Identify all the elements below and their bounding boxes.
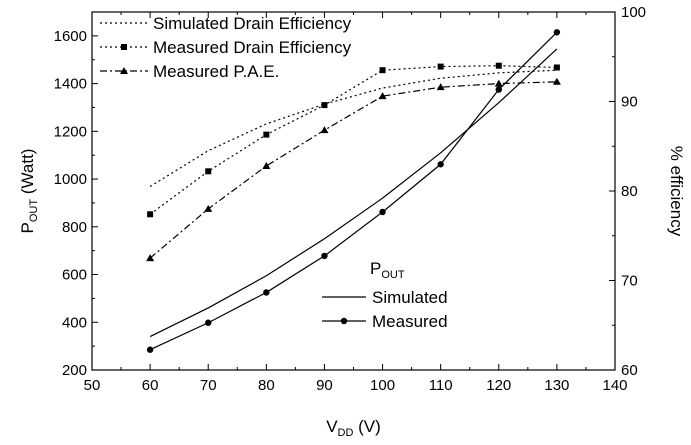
legend-label-measured: Measured [372, 312, 448, 331]
data-point-measured-drain-efficiency [321, 102, 328, 109]
data-point-measured-drain-efficiency [437, 63, 444, 70]
x-tick-label: 70 [200, 377, 217, 394]
series-line-measured-p-a-e [149, 81, 557, 259]
data-point-measured [495, 86, 502, 93]
y-left-tick-label: 1600 [54, 28, 87, 45]
data-point-measured-drain-efficiency [263, 131, 270, 138]
legend-title: POUT [370, 259, 405, 281]
x-tick-label: 130 [544, 377, 569, 394]
data-point-measured-drain-efficiency [147, 211, 154, 218]
y-left-tick-label: 800 [62, 219, 87, 236]
x-tick-label: 60 [142, 377, 159, 394]
y-left-tick-label: 1400 [54, 76, 87, 93]
legend-marker-measured-drain-efficiency [121, 44, 127, 50]
x-tick-label: 100 [370, 377, 395, 394]
data-point-measured [553, 29, 561, 36]
y-left-tick-label: 400 [62, 314, 87, 331]
legend-label-simulated: Simulated [372, 288, 448, 307]
y-right-tick-label: 60 [621, 362, 638, 379]
x-axis-title: VDD (V) [326, 417, 381, 439]
data-point-measured-drain-efficiency [379, 67, 386, 74]
data-point-measured-p-a-e [320, 126, 329, 134]
data-point-measured [205, 319, 212, 326]
data-point-measured-p-a-e [552, 77, 561, 85]
ticks-layer: 50 60 70 80 90 100 110 120 130 140 200 400 600 800 100… [54, 4, 646, 394]
x-tick-label: 120 [486, 377, 511, 394]
data-point-measured-p-a-e [204, 204, 213, 212]
legend-layer: Simulated Drain Efficiency Measured Drain… [100, 14, 448, 331]
series-line-simulated-drain-efficiency [149, 69, 557, 188]
series-line-measured-drain-efficiency [149, 65, 557, 215]
y-left-tick-label: 600 [62, 267, 87, 284]
data-point-measured-p-a-e [146, 254, 155, 262]
y-left-tick-label: 1000 [54, 171, 87, 188]
x-tick-label: 90 [316, 377, 333, 394]
data-point-measured-drain-efficiency [495, 62, 502, 69]
data-point-measured-drain-efficiency [205, 168, 212, 175]
data-point-measured [146, 346, 154, 353]
x-tick-label: 50 [84, 377, 101, 394]
plot-frame [91, 11, 616, 371]
x-tick-label: 80 [258, 377, 275, 394]
y-right-tick-label: 70 [621, 273, 638, 290]
y-right-tick-label: 100 [621, 4, 646, 21]
data-point-measured [263, 289, 270, 296]
data-point-measured [379, 208, 386, 216]
y-left-tick-label: 200 [62, 362, 87, 379]
x-tick-label: 140 [602, 377, 627, 394]
legend-title-sub: OUT [381, 269, 405, 281]
data-point-measured [321, 252, 328, 260]
legend-label-measured-p-a-e: Measured P.A.E. [153, 62, 279, 81]
data-point-measured-p-a-e [262, 161, 271, 169]
data-point-measured [437, 161, 444, 168]
x-tick-label: 110 [429, 377, 453, 394]
series-line-measured [149, 31, 558, 351]
data-point-measured-drain-efficiency [553, 64, 560, 71]
data-point-measured-p-a-e [494, 79, 503, 87]
series-line-simulated [149, 48, 558, 338]
y-left-tick-label: 1200 [54, 123, 87, 140]
legend-label-measured-drain-efficiency: Measured Drain Efficiency [153, 38, 352, 57]
y-axis-title-left: POUT (Watt) [18, 149, 40, 234]
legend-label-simulated-drain-efficiency: Simulated Drain Efficiency [153, 14, 352, 33]
data-point-measured-p-a-e [436, 83, 445, 91]
series-layer [146, 29, 561, 353]
legend-marker-measured-p-a-e [120, 67, 128, 74]
y-right-tick-label: 80 [621, 183, 638, 200]
legend-title-main: P [370, 259, 381, 278]
y-right-tick-label: 90 [621, 94, 638, 111]
y-axis-title-right: % efficiency [667, 146, 686, 237]
data-point-measured-p-a-e [378, 92, 387, 100]
legend-marker-measured [340, 317, 348, 325]
